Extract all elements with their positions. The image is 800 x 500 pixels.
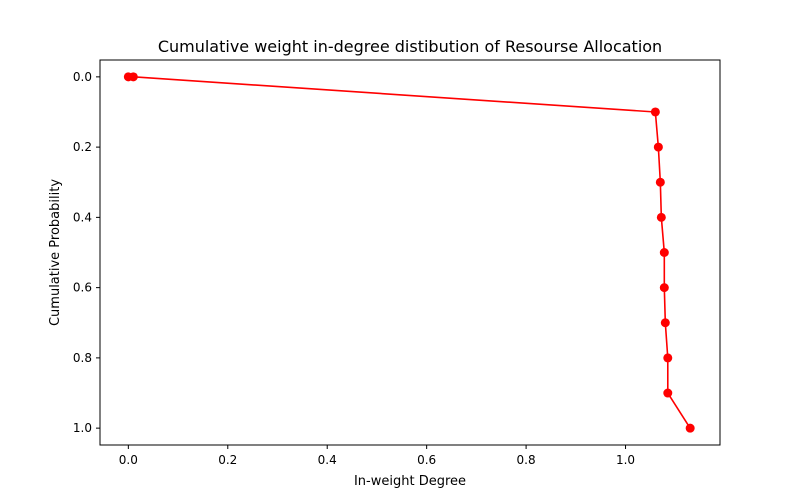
y-tick-label: 1.0: [73, 421, 92, 435]
y-tick-label: 0.0: [73, 70, 92, 84]
plot-area-frame: [99, 59, 721, 446]
data-point: [659, 248, 669, 257]
data-point: [128, 72, 138, 82]
series-line: [128, 76, 691, 429]
y-tick-label: 0.8: [73, 351, 92, 365]
data-point: [655, 177, 665, 187]
chart-title: Cumulative weight in-degree distibution …: [158, 37, 662, 56]
y-tick-label: 0.2: [73, 140, 92, 154]
x-tick-label: 1.0: [616, 453, 635, 467]
data-point: [663, 353, 673, 363]
data-point: [685, 423, 695, 433]
x-tick-label: 0.6: [417, 453, 436, 467]
data-point: [663, 388, 673, 398]
y-tick-label: 0.4: [73, 210, 92, 224]
data-point: [653, 142, 663, 152]
x-tick-label: 0.0: [119, 453, 138, 467]
x-axis-ticks: 0.0 0.2 0.4 0.6 0.8 1.0: [119, 445, 635, 467]
series-layer: [123, 72, 695, 433]
x-tick-label: 0.8: [517, 453, 536, 467]
x-tick-label: 0.4: [318, 453, 337, 467]
y-tick-label: 0.6: [73, 281, 92, 295]
data-point: [650, 107, 660, 117]
y-axis-ticks: 0.0 0.2 0.4 0.6 0.8 1.0: [73, 70, 100, 435]
data-point: [660, 318, 670, 328]
data-point: [659, 283, 669, 293]
data-point: [656, 212, 666, 222]
x-tick-label: 0.2: [218, 453, 237, 467]
x-axis-label: In-weight Degree: [354, 474, 466, 489]
y-axis-label: Cumulative Probability: [48, 179, 63, 326]
